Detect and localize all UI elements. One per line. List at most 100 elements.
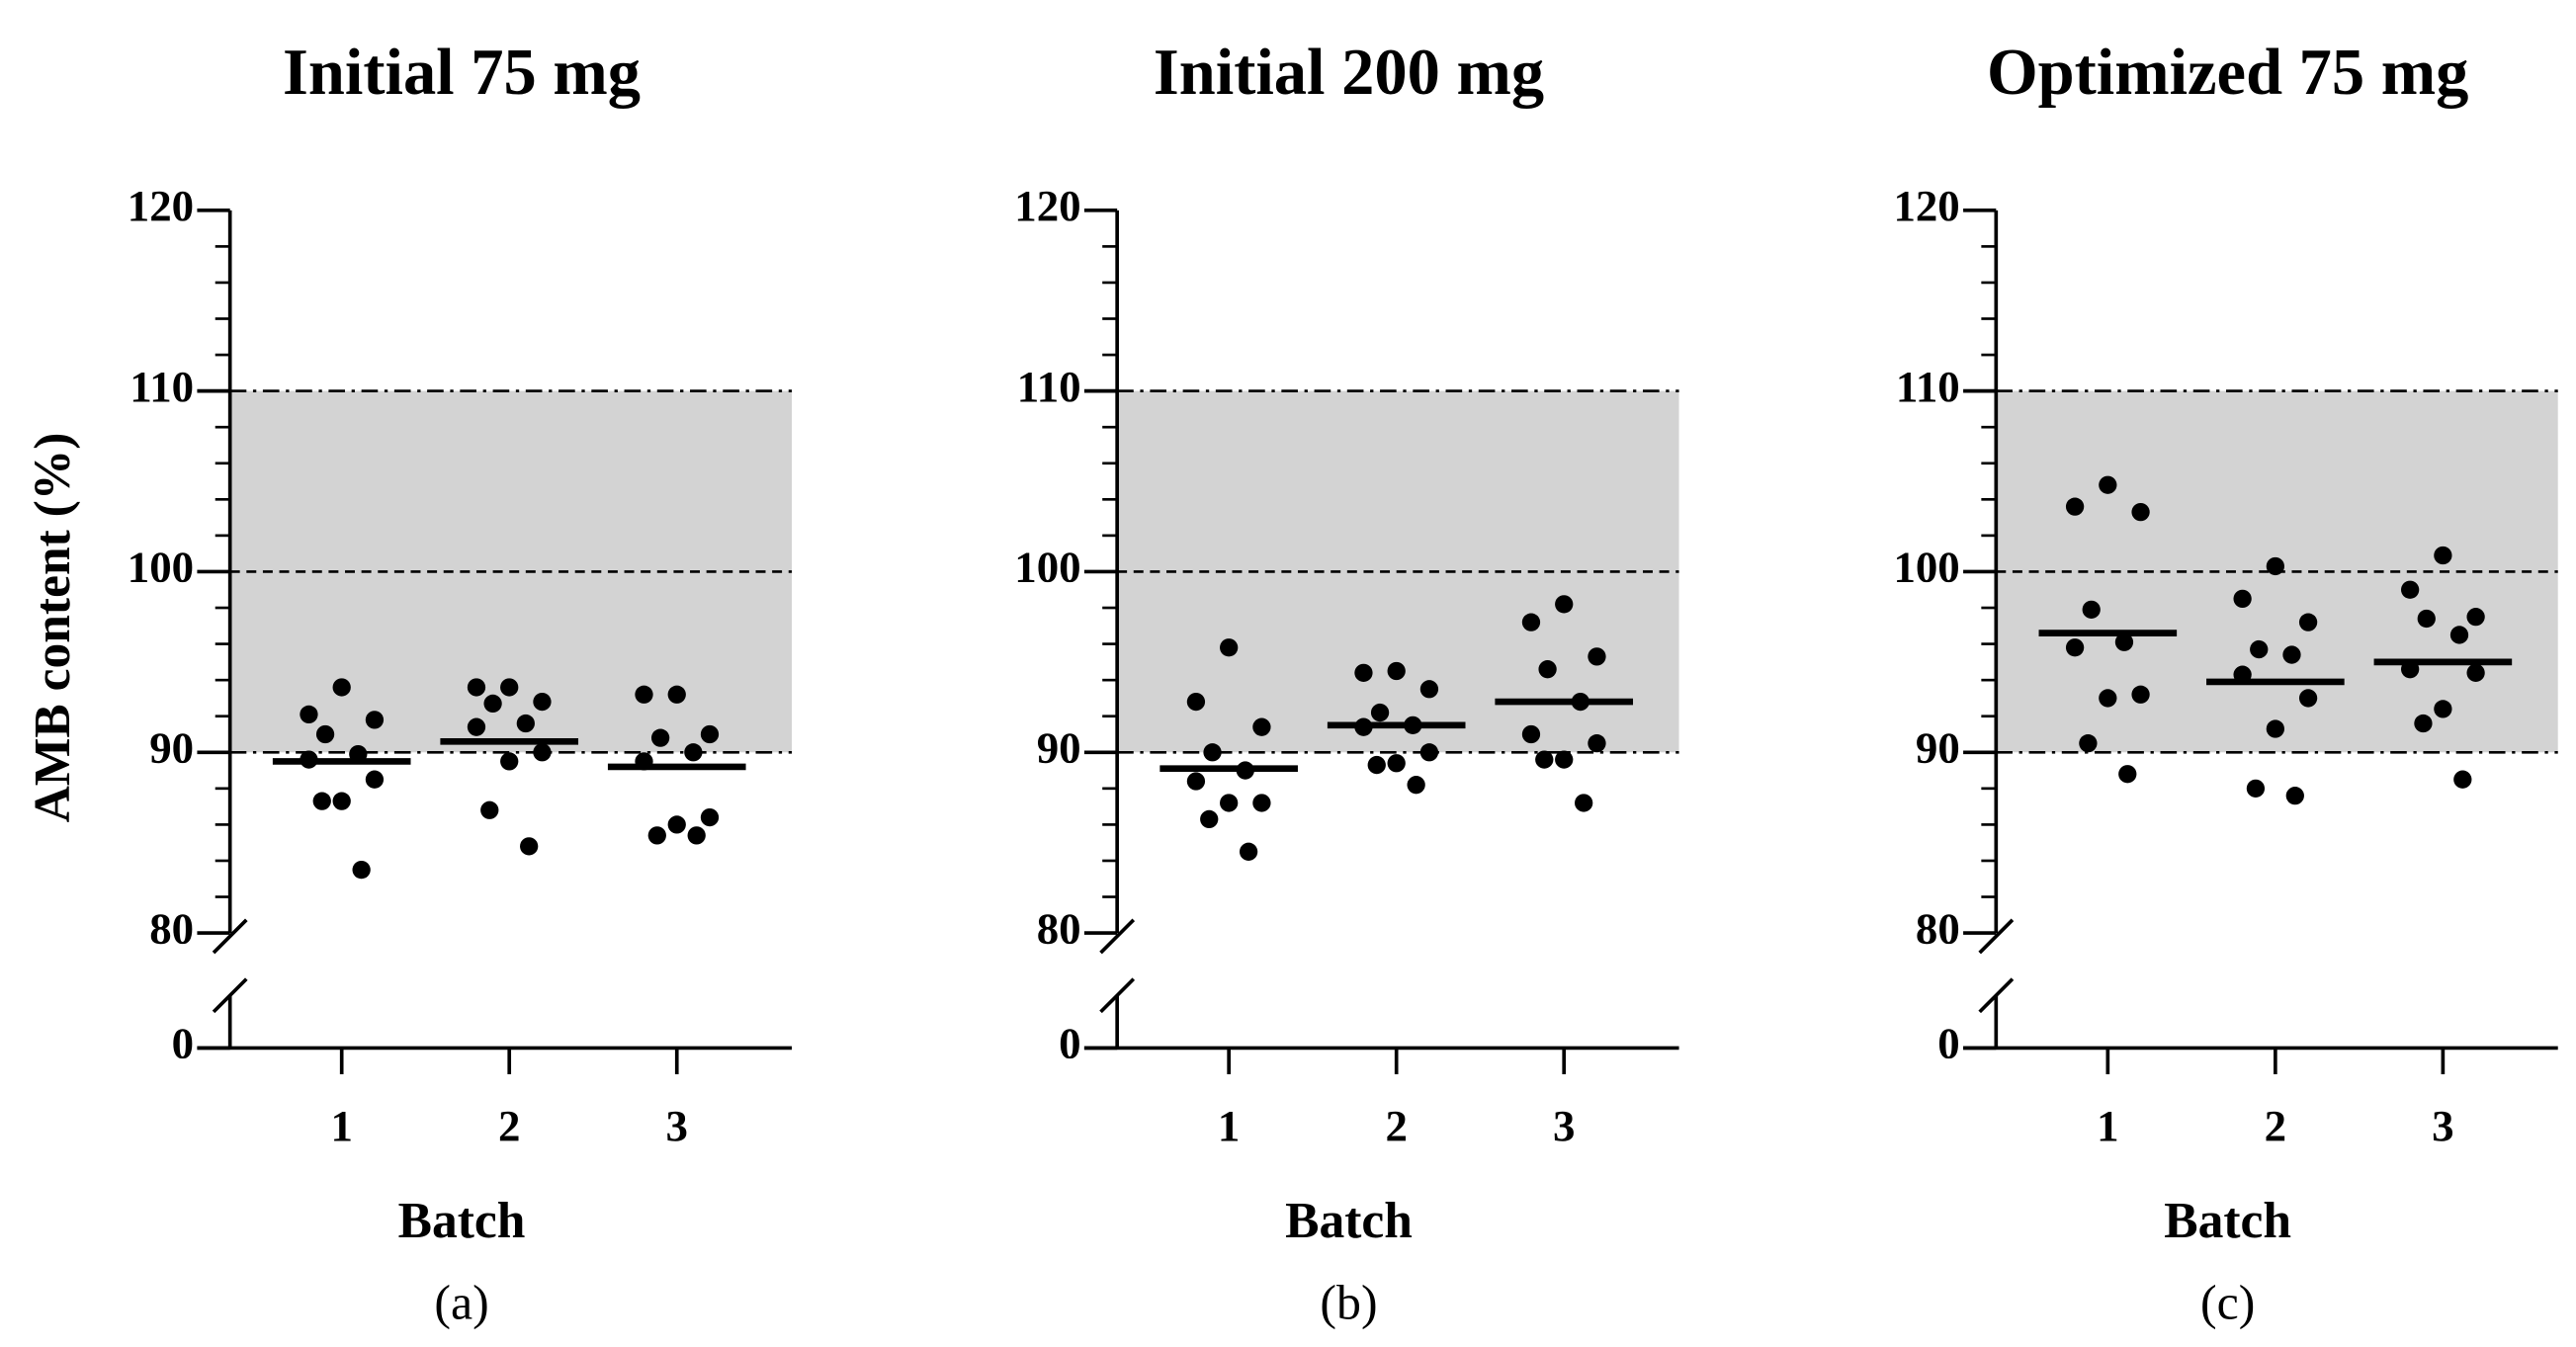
- data-point: [1220, 794, 1239, 812]
- data-point: [700, 807, 720, 827]
- caption: (a): [434, 1275, 488, 1329]
- data-point: [1419, 680, 1439, 699]
- data-point: [2417, 609, 2436, 629]
- data-point: [1354, 663, 1373, 682]
- data-point: [467, 678, 486, 697]
- y-tick-label: 100: [1014, 543, 1080, 592]
- chart-title: Optimized 75 mg: [1987, 37, 2468, 109]
- data-point: [1555, 750, 1574, 769]
- data-point: [635, 685, 653, 704]
- data-point: [520, 837, 539, 856]
- y-tick-label: 120: [1893, 181, 1959, 230]
- data-point: [2250, 639, 2269, 659]
- data-point: [2449, 626, 2469, 644]
- y-tick-label: 80: [1037, 903, 1081, 953]
- x-tick-label: 2: [498, 1101, 520, 1150]
- data-point: [2466, 663, 2485, 682]
- x-tick-label: 1: [2097, 1101, 2118, 1150]
- y-tick-label: 80: [1916, 903, 1960, 953]
- data-point: [365, 711, 385, 729]
- axis-break: [212, 977, 248, 1014]
- data-point: [332, 792, 351, 810]
- data-point: [1387, 661, 1406, 681]
- data-point: [2400, 580, 2420, 599]
- data-point: [2246, 779, 2266, 798]
- data-point: [500, 678, 519, 697]
- y-tick-label: 100: [128, 543, 194, 592]
- x-tick-label: 1: [330, 1101, 352, 1150]
- data-point: [2079, 733, 2098, 753]
- data-point: [516, 714, 535, 733]
- data-point: [667, 685, 686, 704]
- data-point: [2434, 700, 2452, 718]
- data-point: [667, 815, 686, 834]
- data-point: [2118, 765, 2137, 784]
- data-point: [647, 826, 666, 845]
- data-point: [2266, 556, 2284, 576]
- x-tick-label: 3: [1553, 1101, 1575, 1150]
- data-point: [1186, 772, 1206, 791]
- data-point: [1200, 809, 1219, 829]
- y-axis-label: AMB content (%): [25, 433, 81, 823]
- axis-break: [212, 918, 248, 955]
- data-point: [1521, 613, 1541, 631]
- axis-break: [1978, 918, 2015, 955]
- data-point: [2285, 787, 2304, 805]
- data-point: [2099, 475, 2117, 494]
- data-point: [480, 800, 499, 819]
- data-point: [2131, 685, 2150, 704]
- data-point: [684, 743, 703, 762]
- y-tick-label: 90: [1037, 723, 1081, 773]
- x-tick-label: 3: [2432, 1101, 2453, 1150]
- data-point: [2414, 714, 2433, 733]
- x-tick-label: 3: [666, 1101, 688, 1150]
- data-point: [2065, 497, 2085, 516]
- data-point: [687, 826, 706, 845]
- data-point: [2434, 546, 2452, 565]
- chart-title: Initial 75 mg: [283, 37, 641, 109]
- data-point: [1588, 647, 1606, 666]
- y-tick-label: 0: [1937, 1019, 1959, 1068]
- data-point: [533, 743, 552, 762]
- data-point: [1370, 703, 1390, 722]
- x-tick-label: 1: [1218, 1101, 1240, 1150]
- data-point: [2466, 608, 2485, 627]
- data-point: [2233, 589, 2252, 609]
- x-axis-label: Batch: [398, 1193, 526, 1249]
- data-point: [1419, 743, 1439, 762]
- data-point: [2114, 632, 2134, 651]
- axis-break: [1978, 977, 2015, 1014]
- data-point: [650, 728, 670, 747]
- y-tick-label: 100: [1893, 543, 1959, 592]
- data-point: [1575, 794, 1593, 812]
- y-tick-label: 0: [1059, 1019, 1080, 1068]
- x-tick-label: 2: [1385, 1101, 1407, 1150]
- data-point: [2099, 689, 2117, 708]
- data-point: [2453, 770, 2472, 789]
- y-tick-label: 90: [149, 723, 194, 773]
- data-point: [1407, 776, 1425, 795]
- y-tick-label: 80: [149, 903, 194, 953]
- data-point: [533, 692, 552, 712]
- y-tick-label: 110: [129, 362, 194, 411]
- data-point: [2298, 613, 2318, 631]
- data-point: [312, 792, 331, 810]
- y-tick-label: 120: [128, 181, 194, 230]
- data-point: [1220, 638, 1239, 657]
- data-point: [700, 724, 720, 744]
- axis-break: [1099, 918, 1136, 955]
- data-point: [1588, 733, 1606, 753]
- data-point: [500, 752, 519, 771]
- caption: (b): [1320, 1275, 1377, 1329]
- data-point: [1387, 754, 1406, 773]
- y-tick-label: 120: [1014, 181, 1080, 230]
- y-tick-label: 0: [172, 1019, 194, 1068]
- data-point: [315, 724, 335, 744]
- x-axis-label: Batch: [2164, 1193, 2291, 1249]
- data-point: [1186, 692, 1206, 712]
- data-point: [1521, 724, 1541, 744]
- y-tick-label: 90: [1916, 723, 1960, 773]
- data-point: [467, 717, 486, 736]
- data-point: [1555, 595, 1574, 614]
